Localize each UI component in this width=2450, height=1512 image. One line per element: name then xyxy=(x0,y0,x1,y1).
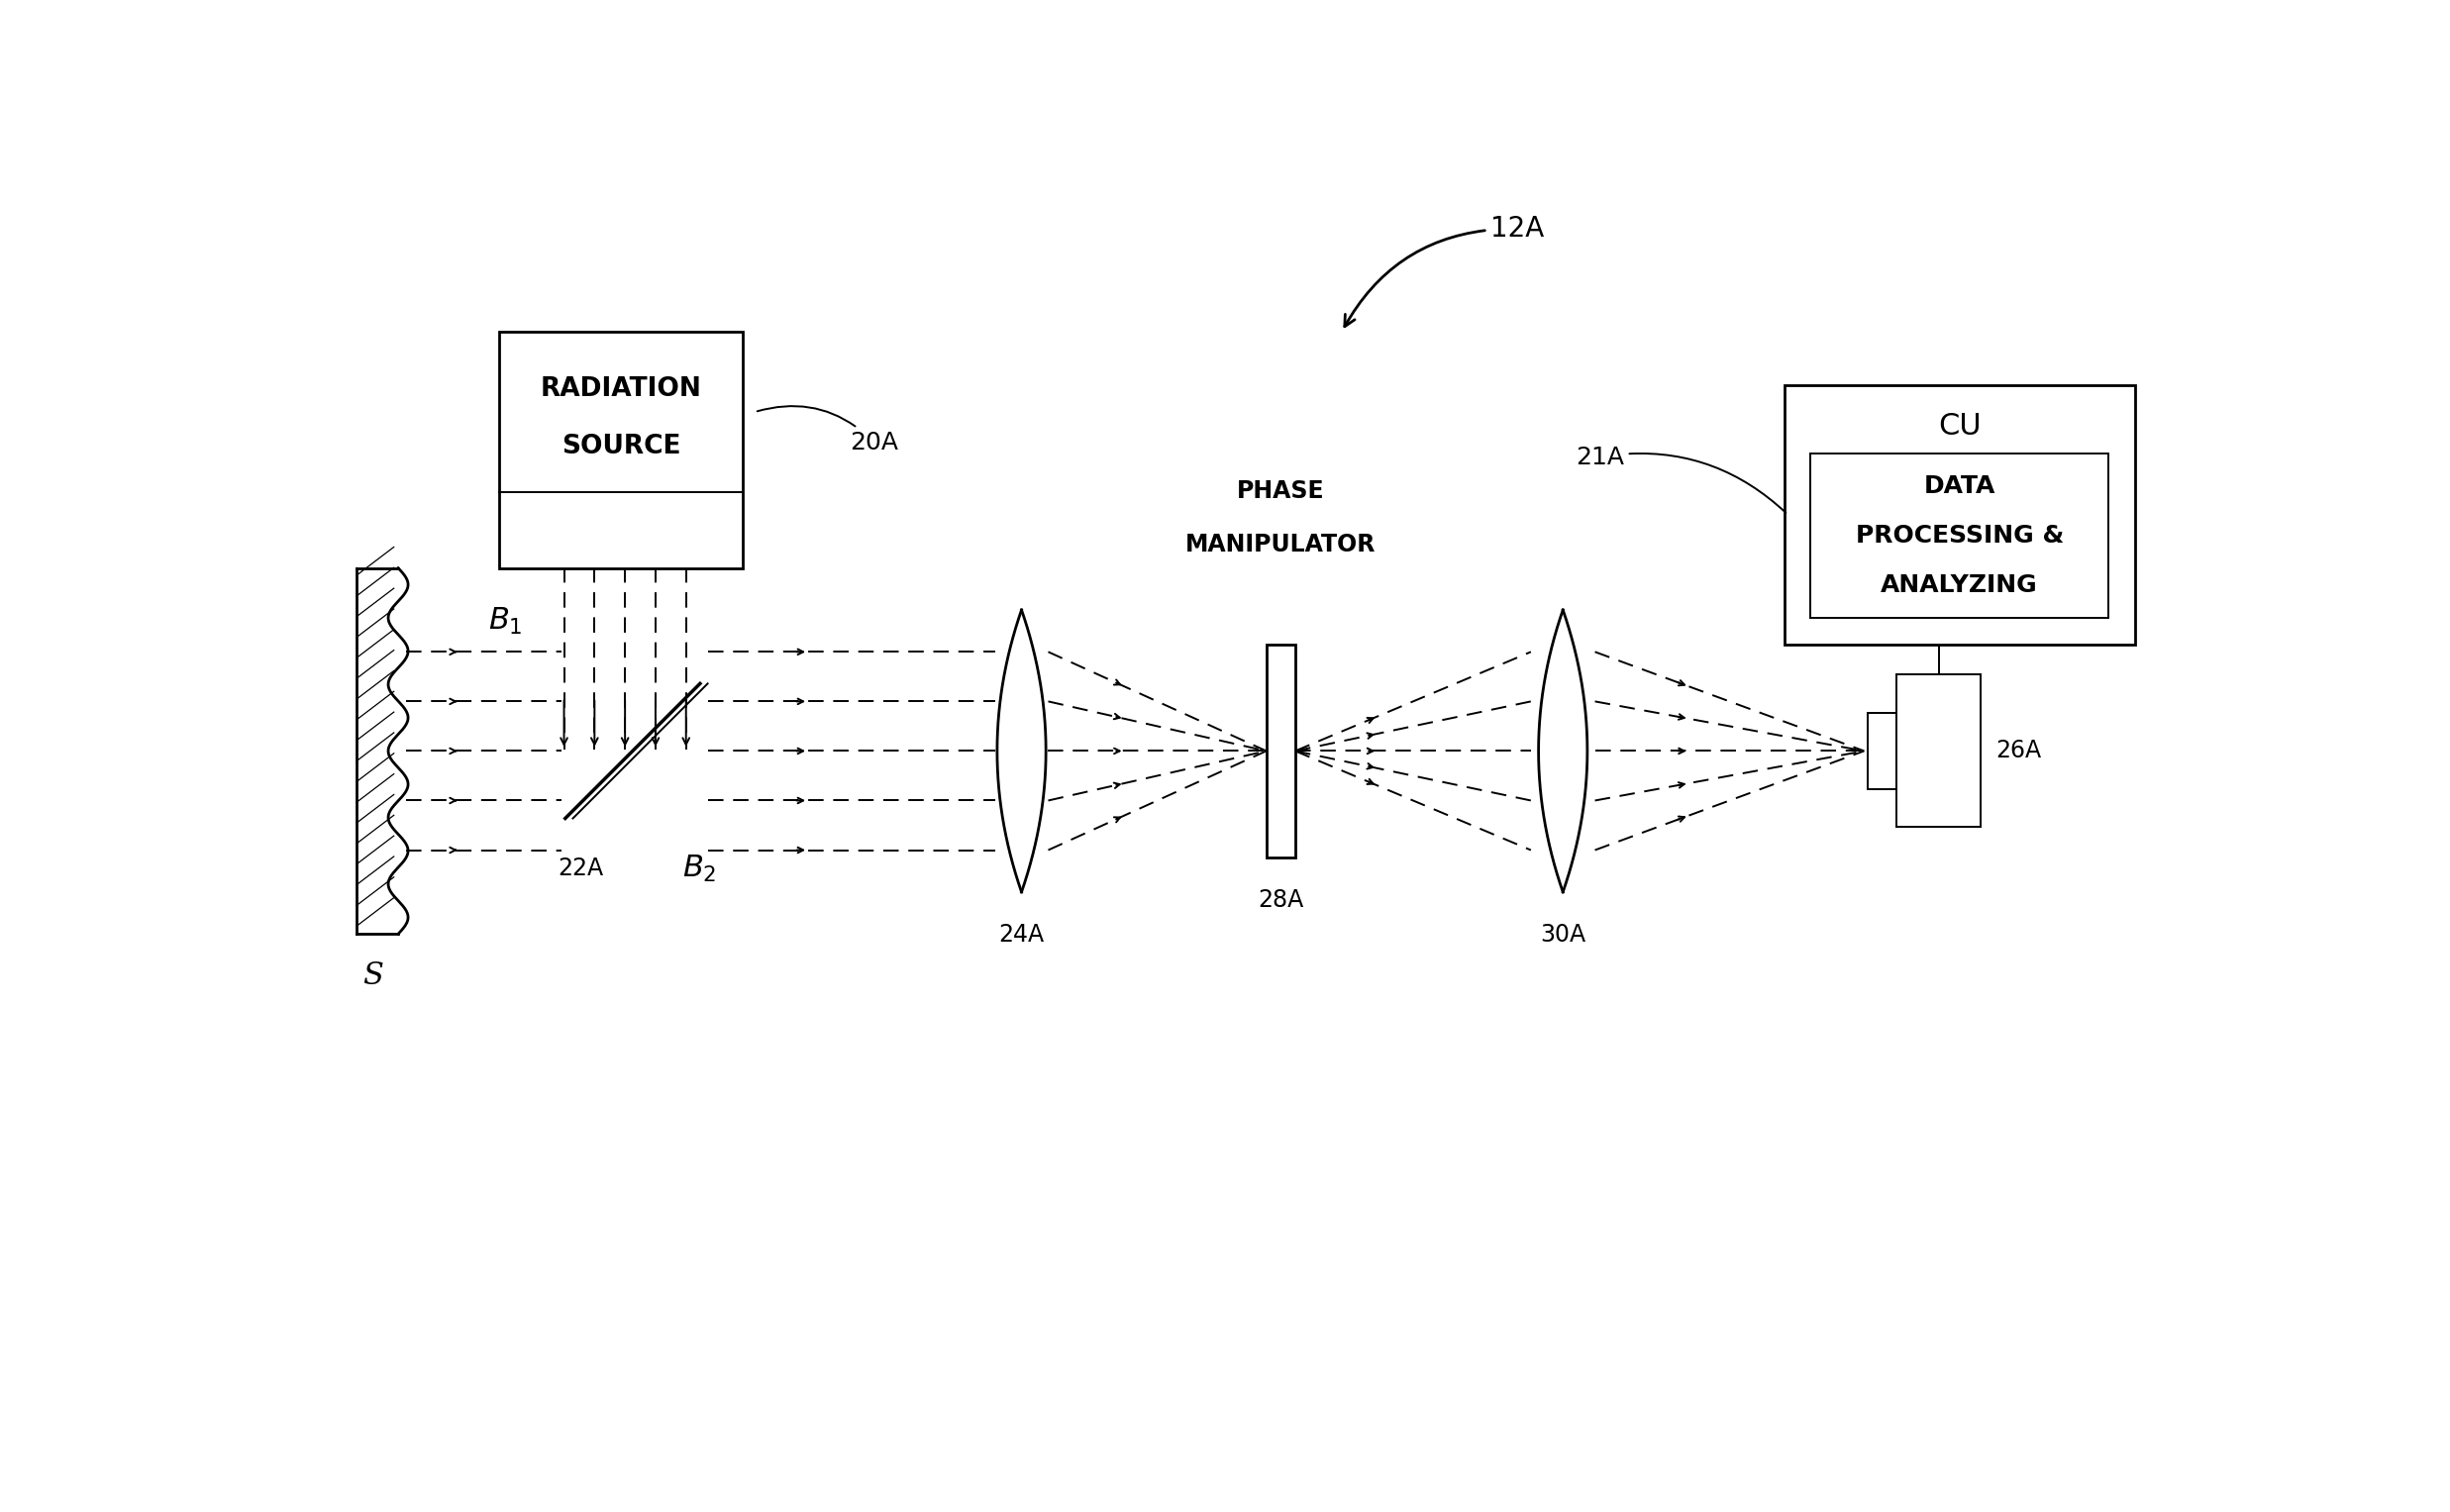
Text: CU: CU xyxy=(1938,411,1982,440)
Text: 22A: 22A xyxy=(559,856,603,880)
Bar xyxy=(1896,674,1980,827)
Text: 20A: 20A xyxy=(757,407,899,455)
Bar xyxy=(1267,644,1296,857)
Text: RADIATION: RADIATION xyxy=(541,376,701,402)
Text: MANIPULATOR: MANIPULATOR xyxy=(1186,532,1377,556)
Bar xyxy=(500,331,742,569)
Bar xyxy=(1867,712,1896,789)
Text: 12A: 12A xyxy=(1345,215,1543,327)
Text: S: S xyxy=(363,960,385,992)
Text: 21A: 21A xyxy=(1575,445,1786,513)
Bar xyxy=(1784,386,2134,644)
Text: 30A: 30A xyxy=(1541,922,1585,947)
Text: $\mathit{B}_1$: $\mathit{B}_1$ xyxy=(488,606,522,637)
Text: 24A: 24A xyxy=(1000,922,1044,947)
Text: PROCESSING &: PROCESSING & xyxy=(1855,523,2063,547)
Text: 26A: 26A xyxy=(1997,739,2041,764)
Text: SOURCE: SOURCE xyxy=(561,434,681,460)
Bar xyxy=(1811,454,2107,617)
Text: $\mathit{B}_2$: $\mathit{B}_2$ xyxy=(681,854,715,885)
Text: DATA: DATA xyxy=(1923,475,1994,497)
Text: PHASE: PHASE xyxy=(1237,479,1325,503)
Text: 28A: 28A xyxy=(1257,888,1303,912)
Text: ANALYZING: ANALYZING xyxy=(1882,573,2038,597)
